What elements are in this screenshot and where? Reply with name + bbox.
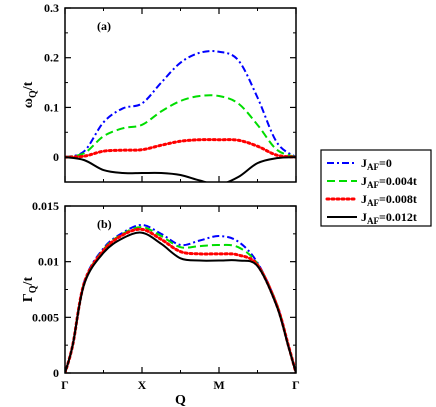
series-line-b-1 (65, 226, 296, 373)
ytick-label-a-1: 0.1 (44, 100, 59, 114)
series-line-a-3 (65, 156, 296, 182)
ytick-label-b-0: 0 (53, 366, 59, 380)
legend-box (320, 149, 432, 227)
plot-frame-a (64, 7, 297, 183)
ytick-label-a-0: 0 (53, 150, 59, 164)
ylabel-a: ωQ/t (21, 81, 39, 108)
legend-label-2: JAF=0.008t (361, 192, 417, 208)
series-line-b-2 (65, 227, 296, 373)
ytick-label-a-3: 0.3 (44, 1, 59, 15)
series-line-a-0 (65, 50, 296, 159)
panel-label-a: (a) (97, 19, 111, 33)
legend-label-1: JAF=0.004t (361, 174, 417, 190)
series-line-a-2 (65, 138, 296, 159)
panel-b: 0 0.005 0.01 0.015 Γ X M Γ (b) ΓQ/t Q (21, 199, 300, 407)
ytick-label-b-2: 0.01 (38, 255, 59, 269)
panel-a: 0 0.1 0.2 0.3 (a) ωQ/t (21, 1, 297, 183)
legend-label-3: JAF=0.012t (361, 210, 417, 226)
xtick-label-2: M (213, 378, 224, 392)
xtick-label-0: Γ (61, 378, 69, 392)
legend-label-0: JAF=0 (361, 156, 392, 172)
xlabel: Q (175, 393, 186, 407)
series-line-b-3 (65, 231, 296, 373)
panel-label-b: (b) (97, 217, 112, 231)
plot-frame-b (64, 205, 297, 374)
ylabel-b: ΓQ/t (21, 277, 39, 303)
xtick-label-1: X (138, 378, 147, 392)
legend: JAF=0 JAF=0.004t JAF=0.008t JAF=0.012t (320, 149, 432, 227)
ytick-label-b-1: 0.005 (32, 310, 59, 324)
ytick-label-a-2: 0.2 (44, 51, 59, 65)
xtick-label-3: Γ (292, 378, 300, 392)
ytick-label-b-3: 0.015 (32, 199, 59, 213)
series-line-a-1 (65, 94, 296, 159)
